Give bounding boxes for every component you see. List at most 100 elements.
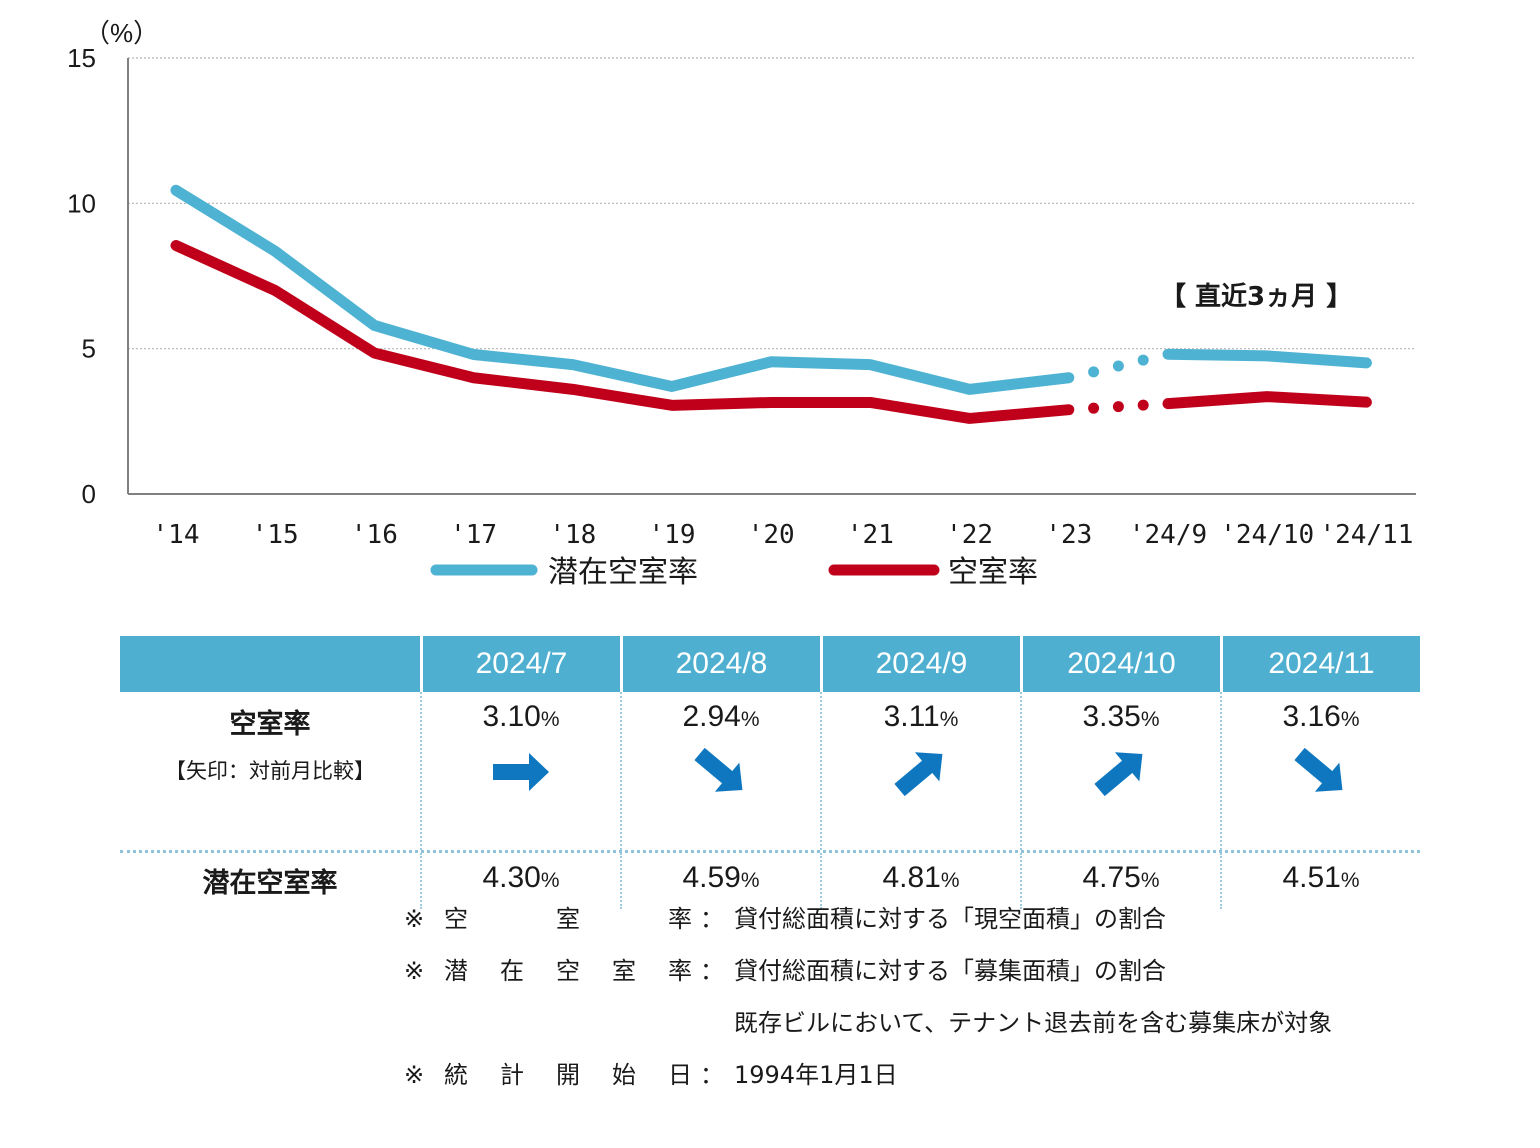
x-tick-label: '18 [549,520,596,550]
series-line-recent-0 [1162,348,1372,369]
header-2024-10: 2024/10 [1020,636,1220,692]
series-lines [170,184,1372,424]
footnote-text: 貸付総面積に対する「募集面積」の割合 [734,956,1166,985]
series-dot [1088,402,1100,414]
y-tick-label: 10 [67,188,96,218]
x-tick-label: '23 [1045,520,1092,550]
y-tick-labels: 0 5 10 15 [67,43,96,509]
footnote-term: 統計開始日 [444,1055,692,1090]
footnote-term-char: 室 [556,904,580,933]
x-tick-label: '19 [649,520,696,550]
percent-sign: % [939,708,959,731]
legend: 潜在空室率 空室率 [430,555,1038,590]
x-tick-label: '24/10 [1220,520,1314,550]
footnote-row: ※ 統 計 開 始 日 ： 1994年1月1日 [404,1046,1332,1098]
footnote-term-char: 率 [668,904,692,933]
footnote-term-char: 始 [612,1060,636,1089]
x-tick-label: '16 [351,520,398,550]
percent-sign: % [940,869,960,892]
monthly-rate-table: 2024/7 2024/8 2024/9 2024/10 2024/11 空室率… [120,636,1420,909]
potential-vacancy-value: 4.30% [422,861,620,895]
series-line-1 [170,239,1075,424]
vacancy-cell: 2.94% [620,692,820,850]
footnote-text: 1994年1月1日 [734,1060,898,1089]
grid-lines [128,57,1416,350]
footnote-row: 既存ビルにおいて、テナント退去前を含む募集床が対象 [404,994,1332,1046]
trend-down-icon [1294,747,1343,792]
potential-vacancy-cell: 4.59% [620,853,820,909]
vacancy-cell: 3.11% [820,692,1020,850]
vacancy-rate-line-chart: （%） 0 5 10 15 '14 '15 '16 '17 '18 '19 '20 '21 '22 '2… [67,18,1416,590]
vacancy-cell: 3.10% [420,692,620,850]
footnote-mark: ※ [404,956,425,985]
trend-down-icon [694,747,743,792]
percent-sign: % [740,869,760,892]
series-dot [1112,360,1124,372]
footnote-row: ※ 潜 在 空 室 率 ： 貸付総面積に対する「募集面積」の割合 [404,942,1332,994]
x-tick-label: '17 [450,520,497,550]
percent-sign: % [740,708,760,731]
footnote-term-char: 日 [668,1060,692,1089]
legend-label-potential-vacancy: 潜在空室率 [548,555,698,590]
y-tick-label: 15 [67,43,96,73]
footnote-mark: ※ [404,904,425,933]
potential-vacancy-number: 4.81 [882,861,941,894]
header-2024-7: 2024/7 [420,636,620,692]
footnote-term-char: 室 [612,956,636,985]
footnote-term-char: 開 [556,1060,580,1089]
x-tick-label: '20 [748,520,795,550]
x-tick-label: '14 [153,520,200,550]
vacancy-number: 3.10 [482,700,541,733]
trend-flat-icon [493,753,549,791]
vacancy-value: 3.16% [1222,700,1420,734]
potential-vacancy-cell: 4.75% [1020,853,1220,909]
potential-vacancy-label: 潜在空室率 [202,868,338,899]
recent-3-months-annotation: 【 直近3ヵ月 】 [1160,282,1352,312]
vacancy-cell: 3.35% [1020,692,1220,850]
header-blank [120,636,420,692]
footnote-term-char: 率 [668,956,692,985]
vacancy-cell: 3.16% [1220,692,1420,850]
vacancy-value: 3.11% [822,700,1020,734]
footnote-text: 貸付総面積に対する「現空面積」の割合 [734,904,1166,933]
footnote-term: 空室率 [444,899,692,934]
y-tick-label: 5 [82,334,96,364]
table-row-vacancy: 空室率 【矢印：対前月比較】 3.10% 2.94% 3.11% 3.35% 3… [120,692,1420,853]
vacancy-value: 2.94% [622,700,820,734]
footnote-colon: ： [700,1060,724,1089]
table-header: 2024/7 2024/8 2024/9 2024/10 2024/11 [120,636,1420,692]
series-dot [1137,399,1149,411]
footnote-term-char: 空 [444,904,468,933]
series-line-recent-1 [1162,391,1372,410]
y-tick-label: 0 [82,479,96,509]
row-label-potential-vacancy: 潜在空室率 [120,853,420,909]
series-line-0 [170,184,1075,395]
percent-sign: % [540,869,560,892]
x-tick-label: '15 [252,520,299,550]
footnote-colon: ： [700,904,724,933]
footnote-term: 潜在空室率 [444,951,692,986]
footnote-term-char: 在 [500,956,524,985]
x-tick-label: '22 [946,520,993,550]
potential-vacancy-number: 4.51 [1282,861,1341,894]
x-tick-label: '21 [847,520,894,550]
footnote-term-char: 空 [556,956,580,985]
trend-up-icon [1094,752,1143,797]
percent-sign: % [1340,869,1360,892]
footnotes: ※ 空室率：貸付総面積に対する「現空面積」の割合 ※ 潜在空室率：貸付総面積に対する「… [404,890,1332,1098]
series-dot [1088,366,1100,378]
footnote-key: ※ 統 計 開 始 日 ： [404,1055,734,1090]
series-dot [1137,354,1149,366]
vacancy-label: 空室率 [229,709,311,740]
potential-vacancy-value: 4.51% [1222,861,1420,895]
footnote-term-char: 計 [500,1060,524,1089]
vacancy-value: 3.35% [1022,700,1220,734]
header-2024-8: 2024/8 [620,636,820,692]
percent-sign: % [1140,708,1160,731]
x-tick-label: '24/11 [1319,520,1413,550]
potential-vacancy-cell: 4.30% [420,853,620,909]
potential-vacancy-cell: 4.51% [1220,853,1420,909]
vacancy-number: 3.11 [883,700,940,733]
potential-vacancy-value: 4.59% [622,861,820,895]
percent-sign: % [1140,869,1160,892]
